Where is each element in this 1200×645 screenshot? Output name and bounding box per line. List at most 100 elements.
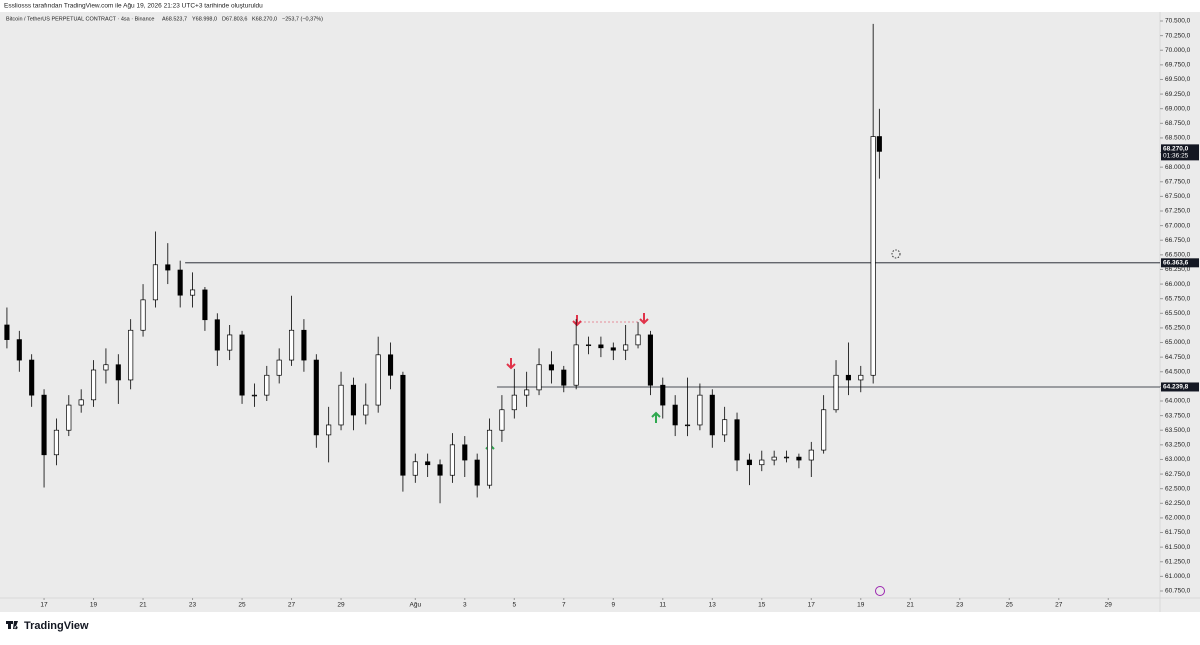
candle-body [16,339,22,361]
x-tick-label: 27 [1055,602,1063,609]
candle-body [821,409,827,451]
x-tick-label: 15 [758,602,766,609]
candle-body [301,329,307,361]
y-tick-label: 69.750,0 [1165,62,1191,69]
down-arrow [639,313,649,325]
level-label: 64.239,8 [1163,384,1189,391]
candle-body [227,334,233,351]
x-tick-label: 7 [562,602,566,609]
x-tick-label: 17 [40,602,48,609]
candle-body [41,394,47,456]
candle-body [808,449,814,461]
annotations [485,249,901,596]
x-tick-label: 25 [1006,602,1014,609]
change: −253,7 (−0,37%) [282,16,323,22]
candle-body [313,359,319,436]
candle-body [425,461,431,466]
candle-body [363,404,369,416]
y-tick-label: 63.000,0 [1165,456,1191,463]
x-tick-label: 27 [288,602,296,609]
candle-body [536,364,542,391]
candle-body [635,334,641,346]
candle-body [524,389,530,396]
y-tick-label: 67.500,0 [1165,193,1191,200]
ohlc-low: D67.803,6 [222,16,247,22]
candle-body [326,424,332,436]
y-tick-label: 66.250,0 [1165,266,1191,273]
y-tick-label: 62.000,0 [1165,515,1191,522]
candle-body [833,374,839,411]
spinner [891,249,901,259]
down-arrow [506,358,516,370]
candle-body [4,324,10,340]
candle-body [672,404,678,426]
y-tick-label: 65.750,0 [1165,295,1191,302]
y-tick-label: 64.750,0 [1165,354,1191,361]
candle-body [697,394,703,426]
candle-body [128,329,134,381]
candle-body [251,394,257,397]
x-tick-label: 21 [907,602,915,609]
candle-body [165,264,171,271]
candle-body [387,354,394,376]
candle-body [573,344,579,386]
candle-body [734,419,740,461]
ohlc-high: Y68.998,0 [192,16,217,22]
y-tick-label: 65.500,0 [1165,310,1191,317]
candle-body [746,459,752,466]
y-tick-label: 62.750,0 [1165,471,1191,478]
y-tick-label: 69.500,0 [1165,76,1191,83]
candle-body [845,374,851,381]
candle-body [400,374,406,476]
candle-body [449,444,455,476]
candle-body [189,289,196,296]
y-tick-label: 67.000,0 [1165,222,1191,229]
chart-pane [0,12,1200,612]
candle-body [876,136,882,152]
candle-body [276,359,282,376]
candle-body [264,374,270,396]
candle-body [486,429,493,486]
y-tick-label: 69.250,0 [1165,91,1191,98]
last-price-box [1161,144,1199,161]
countdown: 01:36:25 [1163,153,1189,160]
y-tick-label: 64.000,0 [1165,398,1191,405]
candle-body [78,399,84,406]
candle-body [239,334,245,396]
event-icon [875,586,885,596]
y-tick-label: 67.250,0 [1165,208,1191,215]
logo-icon [6,621,18,630]
candle-body [511,394,517,411]
y-tick-label: 61.750,0 [1165,529,1191,536]
candle-body [350,384,356,416]
y-tick-label: 70.500,0 [1165,18,1191,25]
x-tick-label: 25 [238,602,246,609]
symbol: Bitcoin / TetherUS PERPETUAL CONTRACT · … [6,16,154,22]
candle-body [771,456,777,461]
candle-body [561,369,567,386]
y-tick-label: 68.000,0 [1165,164,1191,171]
x-tick-label: 13 [709,602,717,609]
y-tick-label: 62.250,0 [1165,500,1191,507]
y-tick-label: 66.500,0 [1165,252,1191,259]
y-tick-label: 63.500,0 [1165,427,1191,434]
y-tick-label: 66.750,0 [1165,237,1191,244]
candle-body [91,369,97,401]
x-tick-label: 3 [463,602,467,609]
candle-body [29,359,35,396]
candle-body [437,464,443,476]
y-tick-label: 61.500,0 [1165,544,1191,551]
candle-body [177,269,183,296]
candle-body [660,384,666,406]
candle-body [214,319,220,351]
y-tick-label: 66.000,0 [1165,281,1191,288]
candle-body [722,419,728,436]
candle-body [152,264,158,301]
candle-body [709,394,715,436]
candle-body [375,354,381,406]
x-tick-label: 23 [956,602,964,609]
x-tick-label: 5 [512,602,516,609]
y-tick-label: 62.500,0 [1165,485,1191,492]
candle-body [499,409,505,431]
